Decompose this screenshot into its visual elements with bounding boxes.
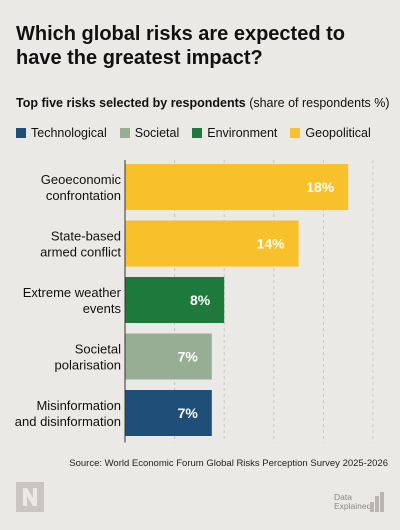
data-explained-brand: Data Explained [334,490,386,514]
chart-title: Which global risks are expected to have … [16,23,345,69]
category-label: Misinformation and disinformation [15,398,121,429]
bar-value-label: 8% [190,292,211,308]
legend: Technological Societal Environment Geopo… [16,126,396,140]
legend-item-environment: Environment [192,126,277,140]
legend-label: Geopolitical [305,126,371,140]
bar-logo-icon [370,492,384,512]
legend-label: Societal [134,126,180,140]
legend-item-technological: Technological [16,126,107,140]
legend-item-societal: Societal [119,126,180,140]
bar [125,220,299,267]
bar [125,333,212,380]
chart-subtitle: Top five risks selected by respondents (… [16,95,396,111]
legend-label: Technological [31,126,107,140]
legend-label: Environment [207,126,278,140]
bar [125,277,225,323]
legend-swatch [192,128,203,138]
subtitle-unit: (share of respondents %) [245,96,390,110]
legend-swatch [119,128,130,138]
bar-value-label: 7% [178,349,199,365]
subtitle-main: Top five risks selected by respondents [16,96,246,110]
legend-swatch [290,128,301,138]
source-note: Source: World Economic Forum Global Risk… [69,458,388,469]
brand-text: Data Explained [334,493,371,511]
legend-swatch [16,128,26,138]
n-logo-icon [16,482,44,512]
bar-value-label: 18% [306,179,335,195]
category-label: Extreme weather events [23,285,122,316]
category-label: State-based armed conflict [40,229,121,260]
bar-chart: 18% Geoeconomic confrontation 14% State-base… [15,160,374,443]
category-label: Geoeconomic confrontation [41,172,122,203]
bar-value-label: 7% [178,405,199,421]
bar [125,164,349,210]
brand-line1: Data [334,492,352,502]
brand-line2: Explained [334,501,372,511]
bar-value-label: 14% [257,236,286,252]
bar [125,390,212,436]
category-label: Societal polarisation [55,342,122,373]
legend-item-geopolitical: Geopolitical [290,126,371,140]
publisher-logo [16,482,44,512]
